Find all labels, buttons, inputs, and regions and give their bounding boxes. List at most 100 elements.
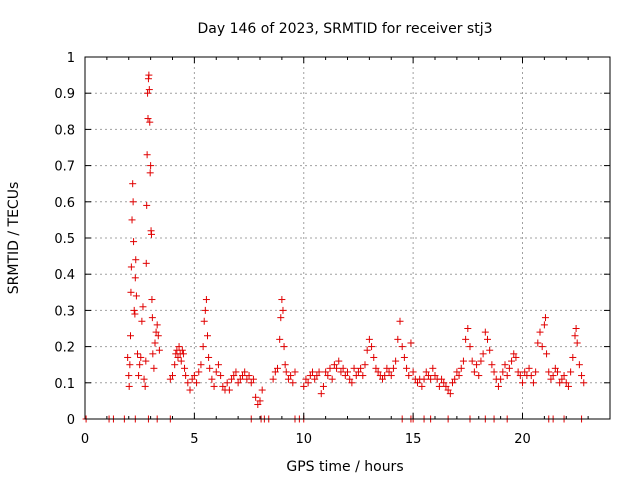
data-point	[143, 201, 151, 209]
data-point	[551, 364, 559, 372]
y-tick-label: 0.7	[54, 160, 75, 175]
data-point	[141, 382, 149, 390]
data-point	[205, 353, 213, 361]
data-point	[175, 343, 183, 351]
data-point	[400, 353, 408, 361]
data-point	[146, 118, 154, 126]
data-point	[354, 368, 362, 376]
data-point	[212, 368, 220, 376]
data-point	[440, 379, 448, 387]
data-point	[243, 375, 251, 383]
data-point	[287, 372, 295, 380]
data-point	[556, 379, 564, 387]
y-tick-label: 0.5	[54, 232, 75, 247]
data-point	[466, 343, 474, 351]
data-point	[145, 71, 153, 79]
data-point	[148, 296, 156, 304]
data-point	[505, 364, 513, 372]
data-point	[462, 335, 470, 343]
data-point	[396, 317, 404, 325]
data-point	[455, 372, 463, 380]
data-point	[383, 364, 391, 372]
data-point	[486, 346, 494, 354]
data-point	[245, 372, 253, 380]
axis-ticks: 00.10.20.30.40.50.60.70.80.910 5 10 15 20	[54, 51, 611, 447]
data-point	[352, 372, 360, 380]
data-point	[127, 288, 135, 296]
data-point	[459, 357, 467, 365]
data-point	[330, 361, 338, 369]
data-point	[219, 382, 227, 390]
data-point	[558, 375, 566, 383]
data-point	[494, 382, 502, 390]
data-point	[152, 328, 160, 336]
data-point	[239, 372, 246, 380]
data-point	[567, 368, 575, 376]
data-point	[442, 382, 450, 390]
data-point	[549, 372, 557, 380]
data-point	[138, 317, 146, 325]
data-point	[385, 368, 393, 376]
data-point	[319, 382, 327, 390]
data-point	[368, 343, 376, 351]
data-point	[144, 89, 152, 97]
data-point	[186, 386, 194, 394]
data-point	[302, 375, 310, 383]
data-point	[324, 372, 332, 380]
data-point	[214, 361, 222, 369]
data-point	[420, 375, 428, 383]
data-point	[444, 386, 452, 394]
data-point	[363, 346, 371, 354]
data-point	[210, 382, 218, 390]
data-point	[422, 368, 430, 376]
data-point	[313, 372, 321, 380]
data-point	[148, 230, 155, 238]
data-point	[510, 350, 518, 358]
data-point	[132, 256, 140, 264]
data-point	[453, 368, 461, 376]
data-point	[372, 364, 380, 372]
y-tick-label: 1	[67, 51, 75, 66]
data-point	[449, 379, 456, 387]
data-point	[188, 375, 196, 383]
data-point	[256, 397, 264, 405]
data-point	[541, 314, 549, 322]
data-point	[398, 343, 406, 351]
data-point	[127, 332, 134, 340]
data-point	[202, 296, 210, 304]
grid	[85, 57, 610, 419]
y-tick-label: 0.3	[54, 304, 75, 319]
data-point	[512, 353, 520, 361]
data-point	[181, 364, 189, 372]
data-point	[151, 339, 159, 347]
data-point	[228, 375, 236, 383]
data-point	[322, 368, 330, 376]
data-point	[554, 368, 561, 376]
data-point	[131, 274, 139, 282]
data-point	[134, 350, 141, 358]
data-point	[379, 375, 386, 383]
data-point	[139, 303, 147, 311]
data-point	[276, 335, 284, 343]
data-point	[184, 379, 192, 387]
data-point	[130, 306, 138, 314]
data-point	[545, 368, 553, 376]
data-point	[142, 259, 150, 267]
data-point	[154, 332, 162, 340]
data-point	[306, 372, 314, 380]
data-point	[197, 361, 205, 369]
data-point	[468, 357, 476, 365]
data-point	[341, 372, 349, 380]
data-point	[317, 390, 325, 398]
data-point	[357, 364, 365, 372]
data-point	[147, 162, 155, 170]
data-point	[497, 375, 505, 383]
data-point	[149, 350, 157, 358]
data-point	[130, 238, 138, 246]
data-point	[137, 353, 145, 361]
data-point	[516, 372, 524, 380]
data-point	[300, 382, 308, 390]
data-point	[304, 379, 312, 387]
data-point	[128, 216, 136, 224]
data-point	[282, 368, 290, 376]
